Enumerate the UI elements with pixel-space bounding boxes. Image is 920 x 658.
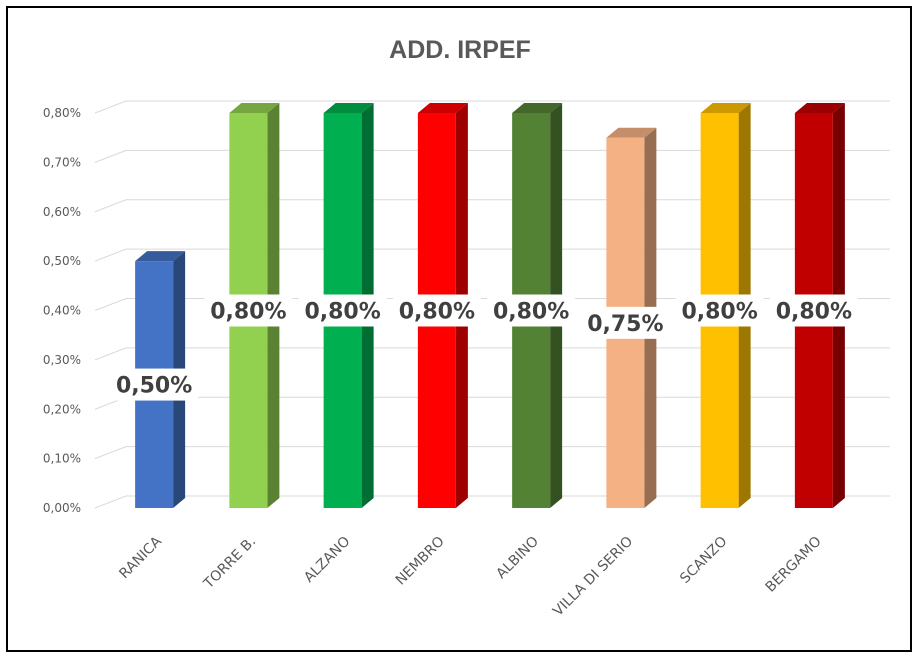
data-label-background: [392, 294, 481, 327]
data-label: 0,75%: [581, 306, 670, 339]
x-tick-label: ALZANO: [301, 534, 353, 586]
data-label: 0,80%: [392, 294, 481, 327]
chart-title: ADD. IRPEF: [389, 36, 531, 64]
bar-top: [135, 251, 186, 262]
bar-top: [606, 127, 657, 138]
x-tick-label: VILLA DI SERIO: [550, 534, 636, 620]
gridline: [94, 495, 890, 509]
data-label-text: 0,80%: [493, 300, 569, 325]
data-label: 0,80%: [204, 294, 293, 327]
y-axis-ticks: 0,00% 0,10% 0,20% 0,30% 0,40% 0,50% 0,60% 0,70%…: [43, 106, 81, 515]
gridline: [94, 248, 890, 262]
data-label-text: 0,75%: [587, 312, 663, 337]
y-tick-label: 0,10%: [43, 452, 81, 466]
y-tick-label: 0,70%: [43, 155, 81, 169]
gridline: [94, 347, 890, 361]
x-tick-label: TORRE B.: [200, 534, 259, 593]
y-tick-label: 0,60%: [43, 205, 81, 219]
data-label: 0,80%: [769, 294, 858, 327]
data-label-text: 0,80%: [304, 300, 380, 325]
gridline: [94, 149, 890, 163]
x-tick-label: NEMBRO: [393, 534, 448, 589]
y-tick-label: 0,00%: [43, 501, 81, 515]
data-label: 0,80%: [675, 294, 764, 327]
data-label: 0,80%: [298, 294, 387, 327]
y-tick-label: 0,40%: [43, 304, 81, 318]
bar-top: [794, 103, 845, 113]
x-tick-label: BERGAMO: [763, 534, 825, 596]
bar-top: [229, 103, 280, 113]
data-label: 0,50%: [110, 368, 199, 401]
data-label-text: 0,80%: [681, 300, 757, 325]
bar-top: [700, 103, 751, 113]
data-label-text: 0,50%: [116, 374, 192, 399]
x-tick-label: SCANZO: [677, 534, 730, 587]
data-label-background: [487, 294, 576, 327]
data-label-text: 0,80%: [210, 300, 286, 325]
data-label-background: [110, 368, 199, 401]
x-tick-label: RANICA: [116, 533, 165, 582]
bar-top: [512, 103, 563, 113]
data-labels: 0,50% 0,80% 0,80% 0,80% 0,80% 0,75% 0,80% 0,80%: [110, 294, 858, 401]
gridline: [94, 396, 890, 410]
y-tick-label: 0,20%: [43, 402, 81, 416]
data-label-text: 0,80%: [399, 300, 475, 325]
y-tick-label: 0,30%: [43, 353, 81, 367]
data-label: 0,80%: [487, 294, 576, 327]
data-label-background: [769, 294, 858, 327]
data-label-background: [204, 294, 293, 327]
x-axis-ticks: RANICA TORRE B. ALZANO NEMBRO ALBINO VILLA DI…: [116, 533, 824, 619]
gridline: [94, 199, 890, 213]
data-label-text: 0,80%: [776, 300, 852, 325]
bar-top: [323, 103, 374, 113]
y-tick-label: 0,50%: [43, 254, 81, 268]
data-label-background: [298, 294, 387, 327]
gridline: [94, 100, 890, 114]
x-tick-label: ALBINO: [493, 534, 542, 583]
bar-top: [417, 103, 468, 113]
gridline: [94, 446, 890, 460]
y-tick-label: 0,80%: [43, 106, 81, 120]
data-label-background: [581, 306, 670, 339]
data-label-background: [675, 294, 764, 327]
